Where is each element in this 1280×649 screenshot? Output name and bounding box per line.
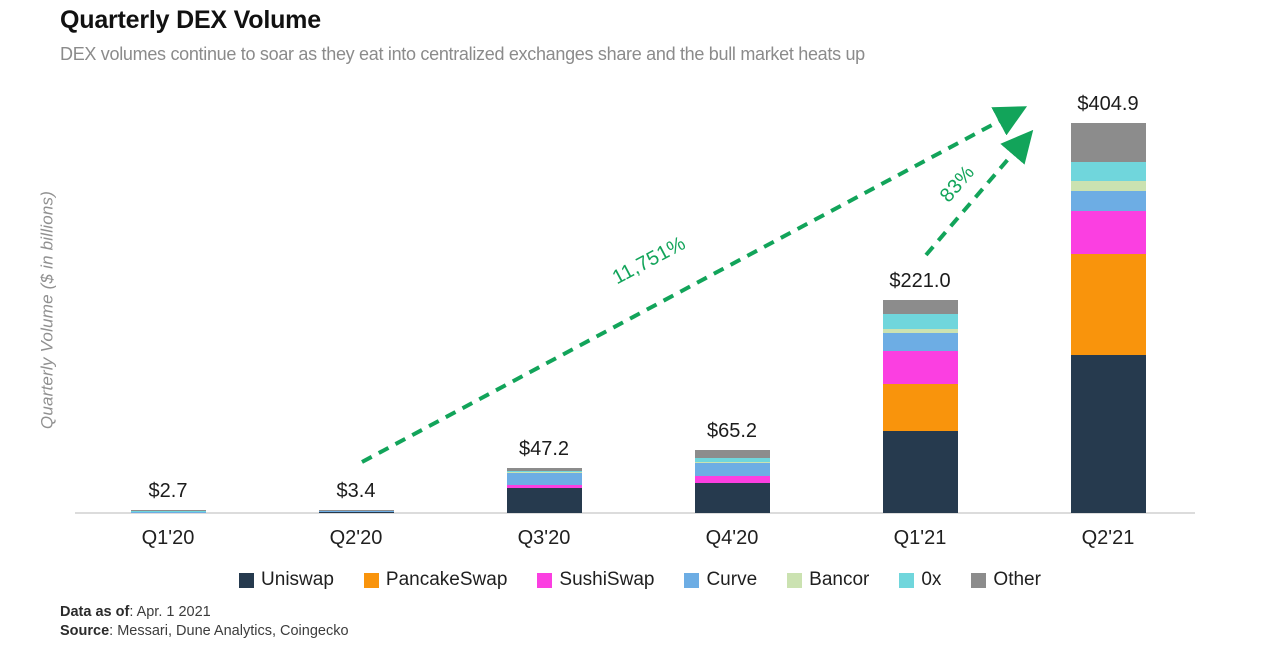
data-as-of-label: Data as of	[60, 604, 130, 620]
x-tick-q2-21: Q2'21	[1081, 527, 1135, 549]
bar-total-label-q1-21: $221.0	[889, 270, 951, 293]
legend-label-curve: Curve	[706, 569, 758, 590]
bar-segment-uniswap-q4-20[interactable]	[694, 483, 770, 513]
legend-swatch-curve	[684, 572, 700, 588]
bar-segment-sushiswap-q4-20[interactable]	[694, 476, 770, 484]
bar-segment-uniswap-q2-20[interactable]	[318, 511, 394, 513]
legend-item-sushiswap[interactable]: SushiSwap	[537, 569, 654, 591]
data-as-of-value: : Apr. 1 2021	[129, 604, 211, 620]
legend-swatch-uniswap	[239, 572, 255, 588]
legend-item-pancakeswap[interactable]: PancakeSwap	[363, 569, 508, 591]
bar-segment-curve-q4-20[interactable]	[694, 462, 770, 477]
bar-segment-other-q3-20[interactable]	[506, 467, 582, 471]
bar-segment-curve-q2-21[interactable]	[1070, 191, 1146, 211]
bar-total-label-q2-20: $3.4	[336, 479, 376, 502]
chart-legend: Uniswap PancakeSwap SushiSwap Curve Bancor 0x…	[0, 569, 1280, 591]
x-tick-q2-20: Q2'20	[329, 527, 383, 549]
bar-segment-uniswap-q1-21[interactable]	[882, 431, 958, 513]
legend-item-0x[interactable]: 0x	[899, 569, 941, 591]
bar-segment-0x-q3-20[interactable]	[506, 470, 582, 473]
x-tick-q1-20: Q1'20	[141, 527, 195, 549]
bar-segment-other-q1-21[interactable]	[882, 300, 958, 314]
legend-label-0x: 0x	[921, 569, 942, 590]
bar-segment-other-q1-20[interactable]	[130, 510, 206, 512]
legend-label-other: Other	[993, 569, 1041, 590]
legend-label-uniswap: Uniswap	[261, 569, 334, 590]
legend-label-pancakeswap: PancakeSwap	[385, 569, 508, 590]
legend-item-other[interactable]: Other	[971, 569, 1041, 591]
legend-swatch-bancor	[787, 572, 803, 588]
x-tick-q1-21: Q1'21	[893, 527, 947, 549]
bar-segment-0x-q4-20[interactable]	[694, 458, 770, 462]
source-value: : Messari, Dune Analytics, Coingecko	[109, 623, 349, 639]
bar-total-label-q3-20: $47.2	[518, 437, 570, 460]
bar-segment-bancor-q4-20[interactable]	[694, 461, 770, 463]
bar-segment-sushiswap-q3-20[interactable]	[506, 485, 582, 488]
legend-item-bancor[interactable]: Bancor	[787, 569, 869, 591]
legend-swatch-0x	[899, 572, 915, 588]
data-as-of-line: Data as of: Apr. 1 2021	[60, 603, 349, 622]
bar-segment-other-q2-20[interactable]	[318, 509, 394, 511]
legend-label-sushiswap: SushiSwap	[559, 569, 655, 590]
bar-segment-0x-q2-21[interactable]	[1070, 162, 1146, 181]
legend-swatch-sushiswap	[537, 572, 553, 588]
source-line: Source: Messari, Dune Analytics, Coingec…	[60, 622, 349, 641]
x-tick-q3-20: Q3'20	[517, 527, 571, 549]
legend-swatch-pancakeswap	[363, 572, 379, 588]
chart-footer: Data as of: Apr. 1 2021 Source: Messari,…	[60, 603, 349, 641]
legend-label-bancor: Bancor	[809, 569, 870, 590]
legend-swatch-other	[971, 572, 987, 588]
bar-segment-other-q2-21[interactable]	[1070, 123, 1146, 163]
bar-segment-other-q4-20[interactable]	[694, 450, 770, 459]
bar-segment-pancakeswap-q1-21[interactable]	[882, 383, 958, 432]
bar-segment-curve-q1-21[interactable]	[882, 332, 958, 352]
bar-segment-uniswap-q2-21[interactable]	[1070, 355, 1146, 513]
bar-segment-bancor-q1-21[interactable]	[882, 329, 958, 333]
chart-subtitle: DEX volumes continue to soar as they eat…	[60, 44, 865, 64]
bar-segment-curve-q3-20[interactable]	[506, 472, 582, 486]
page-title: Quarterly DEX Volume	[60, 6, 321, 34]
bar-total-label-q4-20: $65.2	[706, 420, 758, 443]
bar-segment-sushiswap-q2-21[interactable]	[1070, 210, 1146, 254]
bar-total-label-q2-21: $404.9	[1077, 93, 1139, 116]
legend-item-uniswap[interactable]: Uniswap	[239, 569, 334, 591]
bar-segment-uniswap-q1-20[interactable]	[130, 512, 206, 513]
bar-segment-sushiswap-q1-21[interactable]	[882, 351, 958, 384]
legend-item-curve[interactable]: Curve	[684, 569, 757, 591]
bar-segment-uniswap-q3-20[interactable]	[506, 487, 582, 513]
bar-segment-pancakeswap-q2-21[interactable]	[1070, 253, 1146, 356]
bar-segment-0x-q1-21[interactable]	[882, 313, 958, 330]
bar-segment-curve-q2-20[interactable]	[318, 510, 394, 512]
x-axis-line	[75, 512, 1195, 514]
x-tick-q4-20: Q4'20	[705, 527, 759, 549]
bar-segment-bancor-q2-21[interactable]	[1070, 180, 1146, 192]
source-label: Source	[60, 623, 110, 639]
bar-total-label-q1-20: $2.7	[148, 480, 188, 503]
